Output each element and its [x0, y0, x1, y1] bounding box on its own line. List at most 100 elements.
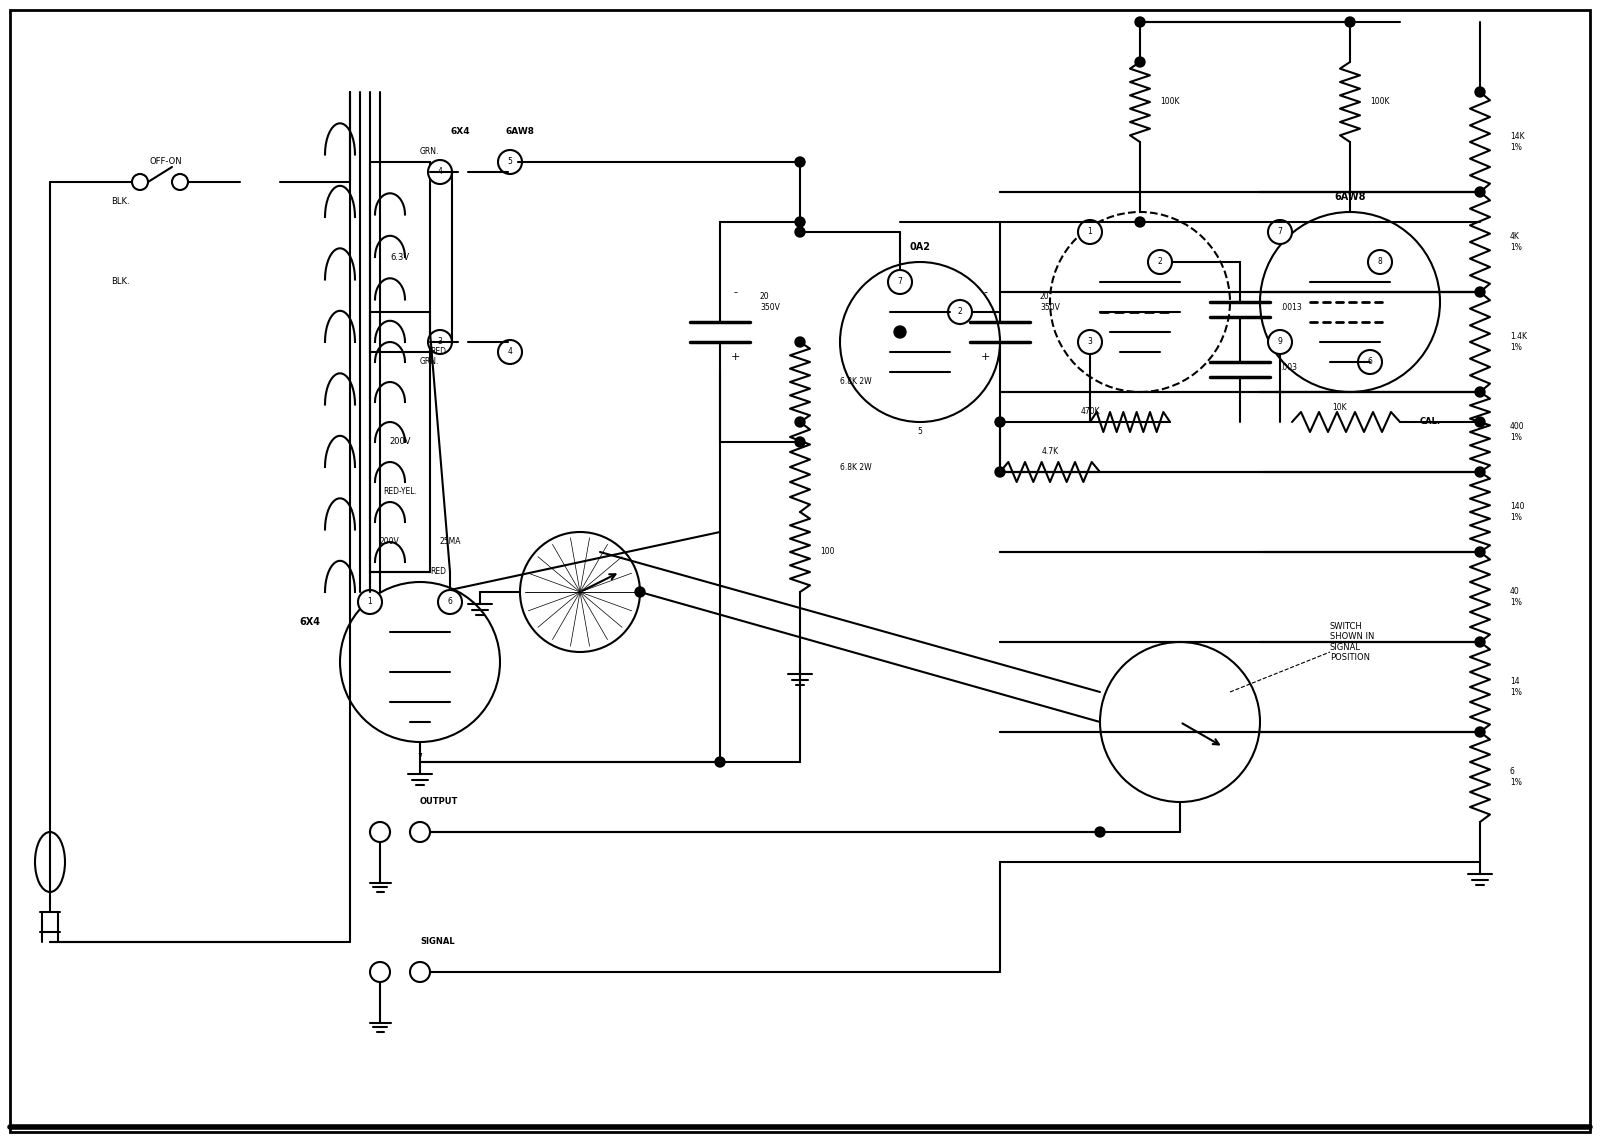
Circle shape: [1358, 349, 1382, 373]
Text: BLK.: BLK.: [110, 278, 130, 287]
Circle shape: [635, 587, 645, 597]
Circle shape: [1149, 250, 1171, 274]
Circle shape: [1475, 547, 1485, 557]
Text: GRN.: GRN.: [419, 357, 440, 367]
Text: 5: 5: [917, 427, 923, 436]
Text: 6.3V: 6.3V: [390, 252, 410, 262]
Text: 100K: 100K: [1160, 97, 1179, 106]
Circle shape: [715, 757, 725, 767]
Text: CAL.: CAL.: [1421, 418, 1442, 426]
Text: 40
1%: 40 1%: [1510, 587, 1522, 606]
Text: OUTPUT: OUTPUT: [419, 797, 458, 806]
Text: 4: 4: [437, 168, 443, 177]
Text: 9: 9: [1277, 338, 1283, 346]
Text: +: +: [981, 352, 990, 362]
Circle shape: [795, 217, 805, 227]
Text: 100K: 100K: [1370, 97, 1389, 106]
Text: GRN.: GRN.: [419, 147, 440, 156]
Circle shape: [995, 417, 1005, 427]
Circle shape: [1267, 220, 1293, 244]
Text: 14K
1%: 14K 1%: [1510, 132, 1525, 152]
Circle shape: [1267, 330, 1293, 354]
Bar: [370, 312, 430, 572]
Text: 6AW8: 6AW8: [1334, 192, 1366, 202]
Circle shape: [498, 340, 522, 364]
Text: 4: 4: [507, 347, 512, 356]
Circle shape: [1475, 727, 1485, 737]
Circle shape: [795, 337, 805, 347]
Text: 6: 6: [1368, 357, 1373, 367]
Text: 400
1%: 400 1%: [1510, 423, 1525, 442]
Text: 470K: 470K: [1080, 408, 1099, 417]
Text: 8: 8: [1378, 257, 1382, 266]
Text: 200V: 200V: [389, 437, 411, 447]
Text: 5: 5: [507, 158, 512, 167]
Text: 20
350V: 20 350V: [1040, 292, 1059, 312]
Circle shape: [429, 160, 453, 184]
Text: 200V: 200V: [381, 538, 400, 547]
Text: 6X4: 6X4: [299, 617, 320, 627]
Text: 6: 6: [448, 597, 453, 606]
Circle shape: [1346, 17, 1355, 27]
Text: RED: RED: [430, 568, 446, 577]
Text: SWITCH
SHOWN IN
SIGNAL
POSITION: SWITCH SHOWN IN SIGNAL POSITION: [1330, 622, 1374, 662]
Circle shape: [795, 227, 805, 238]
Text: 6X4: 6X4: [450, 128, 470, 137]
Circle shape: [1134, 57, 1146, 67]
Circle shape: [358, 590, 382, 614]
Text: 7: 7: [418, 753, 422, 762]
Text: 10K: 10K: [1333, 402, 1347, 411]
Circle shape: [1078, 220, 1102, 244]
Circle shape: [438, 590, 462, 614]
Text: 0A2: 0A2: [909, 242, 931, 252]
Bar: [370, 162, 430, 352]
Text: 14
1%: 14 1%: [1510, 677, 1522, 697]
Text: 25MA: 25MA: [440, 538, 461, 547]
Circle shape: [1094, 827, 1106, 837]
Circle shape: [1078, 330, 1102, 354]
Text: 1: 1: [368, 597, 373, 606]
Circle shape: [1050, 212, 1230, 392]
Circle shape: [795, 417, 805, 427]
Circle shape: [1475, 467, 1485, 477]
Text: .003: .003: [1280, 362, 1298, 371]
Circle shape: [947, 300, 973, 324]
Circle shape: [1134, 217, 1146, 227]
Text: RED: RED: [430, 347, 446, 356]
Circle shape: [995, 467, 1005, 477]
Text: RED-YEL.: RED-YEL.: [382, 488, 418, 497]
Text: 2: 2: [958, 307, 962, 316]
Text: 1.4K
1%: 1.4K 1%: [1510, 332, 1526, 352]
Circle shape: [1475, 287, 1485, 297]
Text: +: +: [730, 352, 739, 362]
Text: 7: 7: [1277, 227, 1283, 236]
Text: 140
1%: 140 1%: [1510, 502, 1525, 522]
Circle shape: [429, 330, 453, 354]
Circle shape: [1134, 17, 1146, 27]
Text: 3: 3: [1088, 338, 1093, 346]
Circle shape: [1475, 87, 1485, 97]
Text: 6.8K 2W: 6.8K 2W: [840, 463, 872, 472]
Circle shape: [1475, 417, 1485, 427]
Text: 100: 100: [819, 547, 835, 556]
Text: 6.8K 2W: 6.8K 2W: [840, 378, 872, 386]
Text: .0013: .0013: [1280, 303, 1302, 312]
Text: 6
1%: 6 1%: [1510, 767, 1522, 787]
Circle shape: [888, 270, 912, 293]
Text: 2: 2: [1158, 257, 1162, 266]
Text: BLK.: BLK.: [110, 198, 130, 207]
Circle shape: [1475, 637, 1485, 648]
Text: 4K
1%: 4K 1%: [1510, 232, 1522, 251]
Text: 3: 3: [437, 338, 443, 346]
Circle shape: [894, 325, 906, 338]
Text: -: -: [733, 287, 738, 297]
Text: 20
350V: 20 350V: [760, 292, 779, 312]
Circle shape: [795, 437, 805, 447]
Text: 7: 7: [898, 278, 902, 287]
Text: 4.7K: 4.7K: [1042, 448, 1059, 457]
Circle shape: [498, 150, 522, 174]
Text: OFF-ON: OFF-ON: [150, 158, 182, 167]
Text: SIGNAL: SIGNAL: [419, 938, 454, 947]
Circle shape: [1475, 387, 1485, 397]
Text: 1: 1: [1088, 227, 1093, 236]
